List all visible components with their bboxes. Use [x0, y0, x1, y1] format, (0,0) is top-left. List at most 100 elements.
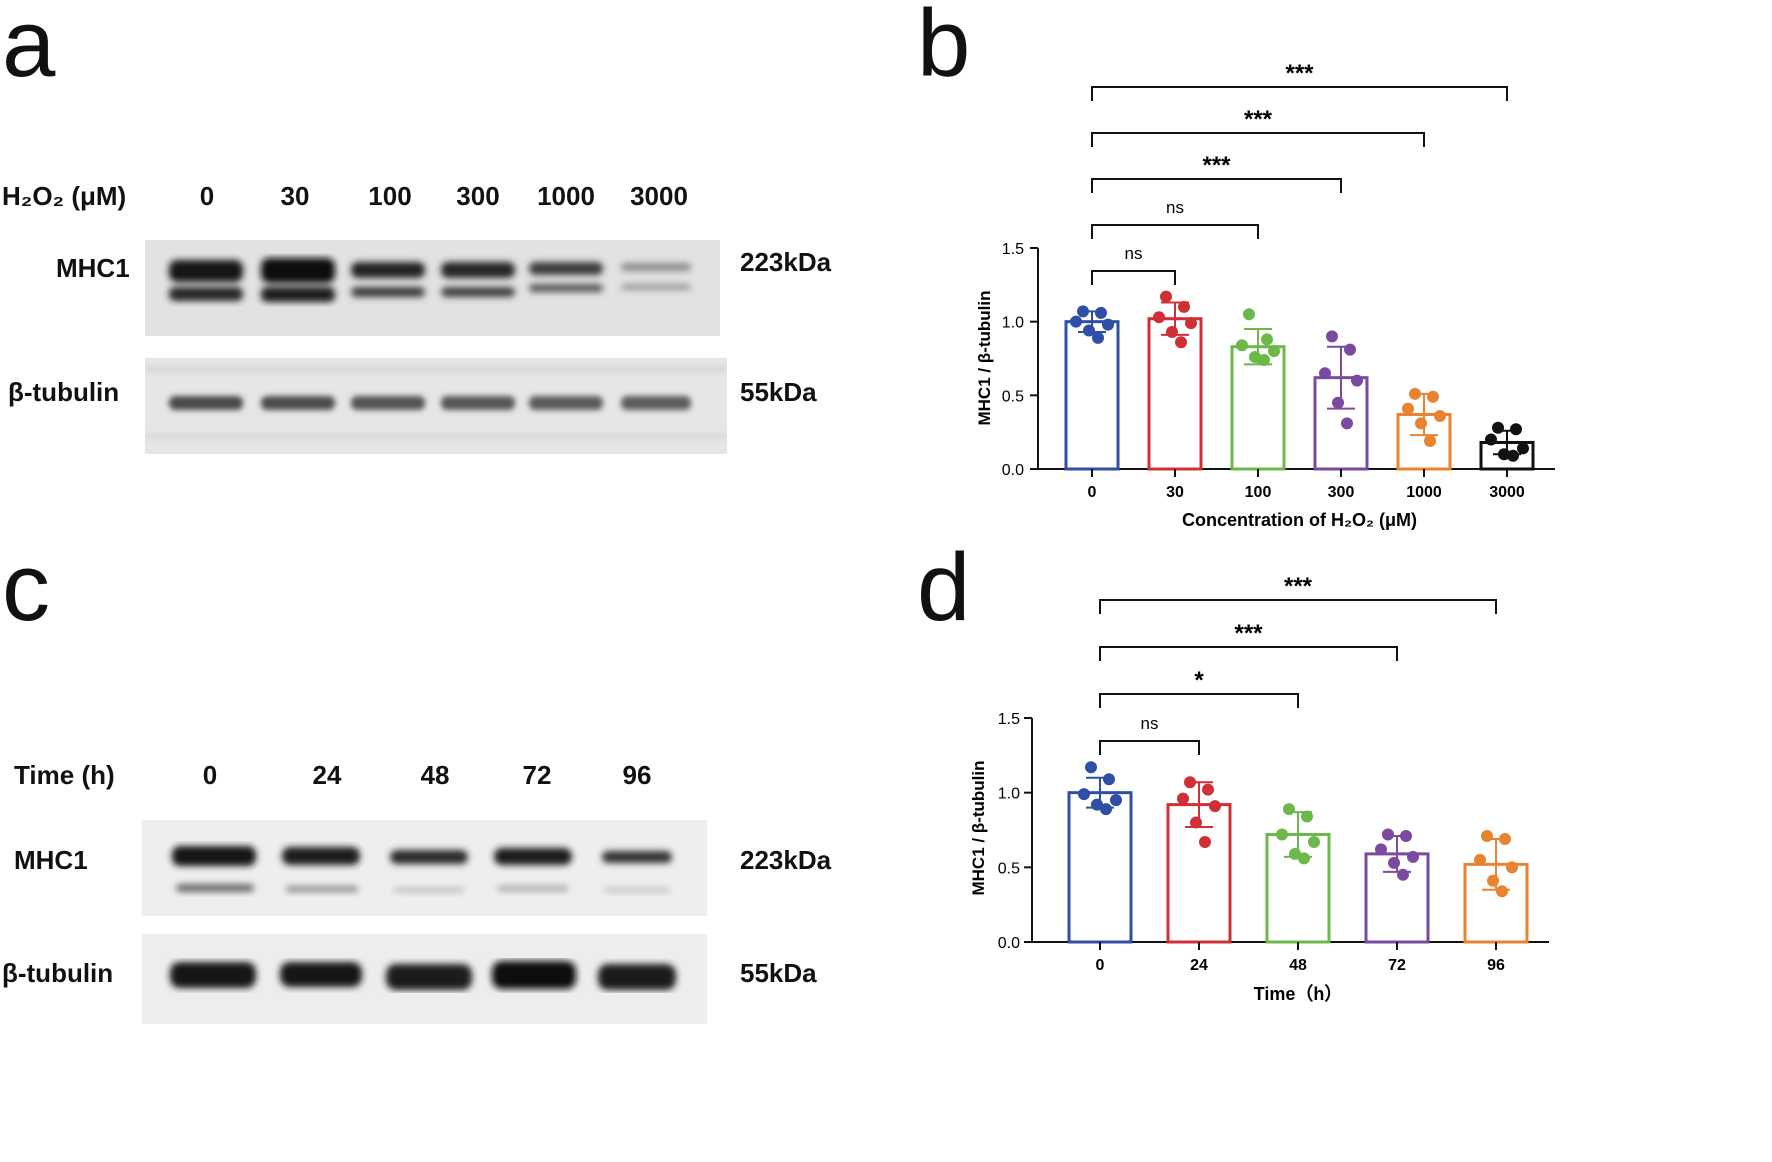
- chart-b-significance-bracket: [1091, 132, 1425, 147]
- band: [621, 284, 691, 290]
- chart-b-y-tick-label: 0.5: [1002, 388, 1024, 405]
- band: [386, 964, 472, 990]
- chart-b-data-point: [1485, 433, 1497, 446]
- chart-b-data-point: [1344, 343, 1356, 356]
- chart-b-data-point: [1424, 435, 1436, 448]
- chart-b-data-point: [1077, 305, 1089, 318]
- chart-b-data-point: [1510, 423, 1522, 436]
- blot-a-lane-label: 1000: [537, 181, 595, 211]
- chart-d-data-point: [1298, 852, 1310, 865]
- band: [282, 847, 360, 865]
- chart-b-data-point: [1092, 331, 1104, 344]
- blot-a-lane-label: 100: [368, 181, 412, 211]
- panel-label-b: b: [917, 0, 971, 97]
- chart-d-data-point: [1085, 761, 1097, 774]
- band: [492, 961, 576, 989]
- band: [602, 851, 672, 863]
- chart-b-data-point: [1236, 339, 1248, 352]
- band: [498, 886, 568, 891]
- chart-d-data-point: [1091, 798, 1103, 811]
- chart-b-data-point: [1427, 390, 1439, 403]
- chart-d-significance-bracket: [1099, 599, 1497, 614]
- chart-b-significance-bracket: [1091, 178, 1342, 193]
- chart-b-y-tick-label: 1.0: [1002, 315, 1024, 332]
- band: [390, 850, 468, 864]
- chart-d-x-tick-label: 72: [1388, 957, 1406, 974]
- chart-d-x-tick-label: 24: [1190, 957, 1208, 974]
- chart-b-data-point: [1185, 317, 1197, 330]
- chart-d-significance-label: ***: [1284, 573, 1313, 600]
- blot-c-lane-label: 48: [420, 760, 450, 790]
- band: [172, 846, 256, 866]
- blot-a-lane-label: 300: [456, 181, 500, 211]
- chart-b-data-point: [1351, 374, 1363, 387]
- chart-b-data-point: [1160, 290, 1172, 303]
- chart-d-data-point: [1397, 868, 1409, 881]
- chart-b-data-point: [1402, 402, 1414, 415]
- blot-a-lane-label: 3000: [630, 181, 688, 211]
- band: [441, 262, 515, 278]
- chart-d-y-tick-label: 1.0: [998, 786, 1020, 803]
- chart-d-y-label: MHC1 / β-tubulin: [969, 760, 988, 895]
- chart-b-data-point: [1409, 387, 1421, 400]
- blot-a-row-label-tubulin: β-tubulin: [8, 377, 120, 407]
- blot-c-size-label-mhc1: 223kDa: [740, 845, 832, 875]
- band: [529, 284, 603, 292]
- band: [280, 962, 362, 987]
- band: [351, 287, 425, 297]
- chart-b-x-tick-label: 30: [1166, 484, 1184, 501]
- band: [169, 396, 243, 410]
- chart-d-significance-label: *: [1194, 667, 1204, 694]
- blot-c-tubulin-strip: [142, 934, 707, 1024]
- chart-b-data-point: [1083, 324, 1095, 337]
- chart-b-data-point: [1507, 449, 1519, 462]
- chart-b-y-tick-label: 0.0: [1002, 462, 1024, 479]
- chart-b-y-label: MHC1 / β-tubulin: [975, 290, 994, 425]
- chart-d-data-point: [1199, 835, 1211, 848]
- chart-b-x-tick-label: 3000: [1489, 484, 1525, 501]
- band: [394, 888, 464, 892]
- chart-b-significance-bracket: [1091, 86, 1508, 101]
- chart-d-significance-bracket: [1099, 646, 1398, 661]
- band: [261, 258, 335, 283]
- blot-c-lane-label: 96: [622, 760, 652, 790]
- chart-d-significance-bracket: [1099, 740, 1200, 755]
- blot-c-mhc1-strip: [142, 820, 707, 916]
- chart-b-data-point: [1243, 308, 1255, 321]
- chart-d-significance-label: ns: [1141, 714, 1159, 733]
- chart-b-data-point: [1102, 318, 1114, 331]
- chart-b-data-point: [1258, 353, 1270, 366]
- chart-d-significance-label: ***: [1234, 620, 1263, 647]
- chart-d-y-tick-label: 0.5: [998, 860, 1020, 877]
- chart-b-data-point: [1175, 336, 1187, 349]
- chart-d-data-point: [1301, 810, 1313, 823]
- chart-b-significance-label: ***: [1244, 106, 1273, 133]
- panel-label-a: a: [2, 0, 56, 97]
- chart-b-bar: [1147, 317, 1203, 471]
- chart-b-data-point: [1153, 311, 1165, 324]
- chart-b-significance-bracket: [1091, 270, 1176, 285]
- chart-d-data-point: [1487, 874, 1499, 887]
- chart-d-data-point: [1177, 792, 1189, 805]
- blot-a-lane-label: 0: [199, 181, 215, 211]
- chart-d-x-tick-label: 0: [1096, 957, 1105, 974]
- band: [351, 262, 425, 278]
- chart-d-data-point: [1209, 800, 1221, 813]
- band: [169, 287, 243, 301]
- band: [286, 886, 358, 892]
- blot-a-condition-label: H₂O₂ (μM): [2, 181, 127, 211]
- chart-b-significance-bracket: [1091, 224, 1259, 239]
- chart-b-significance-label: ns: [1125, 244, 1143, 263]
- chart-b-y-tick-label: 1.5: [1002, 241, 1024, 258]
- chart-b-data-point: [1332, 396, 1344, 409]
- blot-a-size-label-tubulin: 55kDa: [740, 377, 817, 407]
- band: [176, 884, 254, 892]
- chart-d-x-label: Time（h）: [1254, 984, 1343, 1004]
- band: [261, 396, 335, 410]
- panel-label-c: c: [2, 534, 50, 641]
- chart-b-data-point: [1517, 442, 1529, 455]
- band: [604, 888, 670, 892]
- blot-a-lane-label: 30: [280, 181, 310, 211]
- chart-d-data-point: [1308, 835, 1320, 848]
